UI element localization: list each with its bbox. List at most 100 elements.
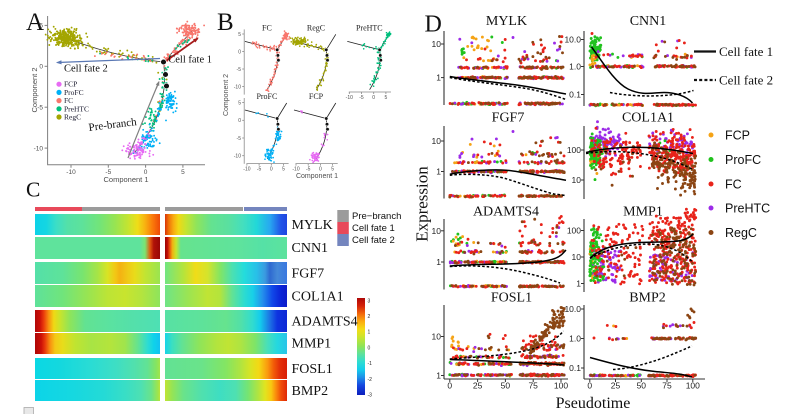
svg-text:100: 100 [554,381,568,391]
svg-text:-5: -5 [37,104,43,111]
svg-text:-5: -5 [105,169,111,176]
svg-text:10: 10 [572,175,582,185]
svg-text:-5: -5 [359,95,364,101]
svg-text:75: 75 [662,381,672,391]
svg-text:50: 50 [637,381,647,391]
svg-text:5: 5 [39,23,43,30]
svg-text:Cell fate 1: Cell fate 1 [352,223,395,234]
svg-text:FC: FC [725,178,742,192]
svg-text:0.1: 0.1 [569,363,581,373]
svg-text:-10: -10 [346,95,353,101]
svg-text:1: 1 [436,257,441,267]
svg-text:ADAMTS4: ADAMTS4 [292,314,358,329]
svg-text:FCP: FCP [64,80,77,89]
svg-text:0: 0 [144,169,148,176]
svg-text:CNN1: CNN1 [630,14,667,29]
svg-text:25: 25 [473,381,483,391]
svg-text:FCP: FCP [309,92,324,101]
svg-text:-10: -10 [292,167,299,173]
svg-text:-10: -10 [34,145,44,152]
svg-text:-2: -2 [368,377,373,383]
svg-text:1.0: 1.0 [569,62,581,72]
svg-text:RegC: RegC [307,24,325,33]
svg-text:0: 0 [587,381,592,391]
svg-text:1: 1 [436,167,441,177]
svg-text:FGF7: FGF7 [292,267,325,282]
svg-text:0: 0 [270,167,273,173]
svg-text:100: 100 [567,145,581,155]
svg-text:FOSL1: FOSL1 [491,291,532,306]
svg-text:100: 100 [686,381,700,391]
svg-text:PreHTC: PreHTC [64,104,89,113]
svg-text:MYLK: MYLK [486,14,527,29]
svg-text:0: 0 [319,167,322,173]
svg-text:10: 10 [572,252,582,262]
svg-text:Cell fate 2: Cell fate 2 [352,235,395,246]
svg-text:3: 3 [368,298,371,304]
svg-text:0: 0 [39,64,43,71]
svg-text:MYLK: MYLK [292,218,333,233]
svg-text:PreHTC: PreHTC [725,202,770,216]
svg-text:5: 5 [238,32,241,38]
svg-text:1.0: 1.0 [569,334,581,344]
svg-text:1: 1 [576,279,581,289]
svg-text:5: 5 [331,167,334,173]
svg-text:-5: -5 [306,167,311,173]
svg-text:FGF7: FGF7 [492,111,525,126]
svg-text:Pre−branch: Pre−branch [352,211,401,222]
svg-text:1: 1 [436,73,441,83]
svg-text:0: 0 [372,95,375,101]
svg-text:MMP1: MMP1 [623,205,663,220]
svg-text:25: 25 [611,381,621,391]
svg-text:Component 2: Component 2 [30,67,39,112]
svg-text:Cell fate 1: Cell fate 1 [719,44,773,59]
svg-text:-5: -5 [237,136,242,142]
svg-text:COL1A1: COL1A1 [622,111,674,126]
svg-text:-3: -3 [368,393,373,399]
svg-text:Component 1: Component 1 [296,173,338,180]
svg-text:FOSL1: FOSL1 [292,362,333,377]
svg-text:D: D [425,12,442,38]
svg-text:MMP1: MMP1 [292,337,332,352]
svg-text:Cell fate 2: Cell fate 2 [64,64,108,75]
svg-text:100: 100 [567,226,581,236]
svg-text:Cell fate 2: Cell fate 2 [719,73,773,88]
svg-text:-5: -5 [237,67,242,73]
svg-text:-10: -10 [234,84,241,90]
svg-text:C: C [26,178,40,202]
svg-text:-10: -10 [243,167,250,173]
svg-text:1: 1 [368,330,371,336]
svg-text:50: 50 [501,381,511,391]
svg-text:1: 1 [436,371,441,381]
svg-text:0.1: 0.1 [569,90,581,100]
svg-text:10.0: 10.0 [564,35,581,45]
svg-text:75: 75 [528,381,538,391]
svg-text:0: 0 [238,118,241,124]
svg-text:-1: -1 [368,361,373,367]
svg-text:BMP2: BMP2 [292,384,329,399]
svg-text:5: 5 [282,167,285,173]
svg-text:BMP2: BMP2 [629,291,666,306]
svg-text:RegC: RegC [725,226,757,240]
svg-text:ProFC: ProFC [256,92,277,101]
svg-text:CNN1: CNN1 [292,241,329,256]
svg-text:2: 2 [368,314,371,320]
svg-text:FCP: FCP [725,129,750,143]
svg-text:5: 5 [181,169,185,176]
svg-text:Cell fate 1: Cell fate 1 [168,55,212,66]
svg-text:10: 10 [432,226,442,236]
svg-text:0: 0 [447,381,452,391]
svg-text:10: 10 [432,39,442,49]
svg-text:5: 5 [385,95,388,101]
svg-text:FC: FC [64,96,73,105]
svg-text:PreHTC: PreHTC [356,24,383,33]
svg-text:A: A [26,9,44,36]
svg-text:Component 1: Component 1 [103,175,148,184]
svg-text:10: 10 [432,136,442,146]
svg-text:-10: -10 [234,154,241,160]
svg-text:10: 10 [432,332,442,342]
svg-text:COL1A1: COL1A1 [292,289,344,304]
svg-text:FC: FC [262,24,272,33]
svg-text:-5: -5 [257,167,262,173]
svg-text:RegC: RegC [64,113,81,122]
